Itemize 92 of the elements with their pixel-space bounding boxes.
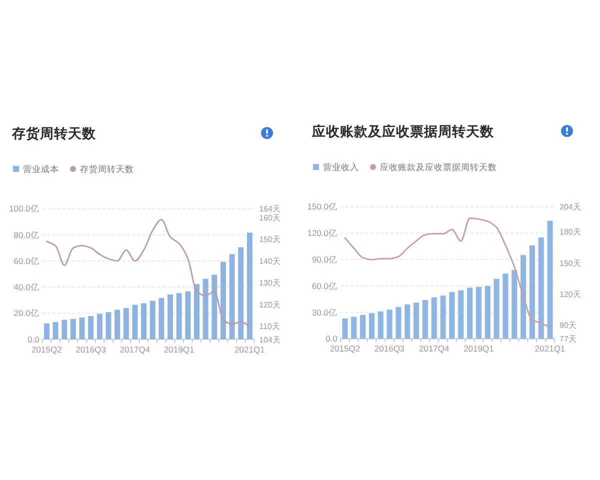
bar	[106, 312, 112, 340]
bar	[449, 292, 455, 339]
y-tick-label: 150.0亿	[307, 202, 338, 212]
y-tick-label: 60.0亿	[312, 280, 338, 291]
bar	[476, 286, 482, 339]
x-tick-label: 2016Q3	[76, 344, 106, 354]
y2-tick-label: 150天	[560, 258, 581, 268]
y-tick-label: 0.0	[27, 334, 40, 344]
chart-title: 存货周转天数	[11, 126, 97, 141]
y-tick-label: 80.0亿	[14, 230, 40, 240]
bar	[458, 290, 464, 339]
bar	[494, 278, 500, 339]
bar	[168, 294, 173, 340]
bar	[414, 302, 420, 339]
y2-tick-label: 120天	[259, 300, 280, 310]
bar	[96, 314, 102, 340]
bar	[238, 247, 244, 340]
legend-label: 营业收入	[323, 162, 359, 172]
bar	[70, 318, 76, 340]
bar	[440, 296, 446, 339]
bar	[467, 288, 473, 339]
bar	[246, 232, 252, 340]
x-tick-label: 2019Q1	[464, 344, 494, 354]
y-tick-label: 20.0亿	[14, 308, 40, 318]
x-tick-label: 2017Q4	[120, 344, 150, 354]
legend-label: 应收账款及应收票据周转天数	[380, 162, 497, 172]
legend-label: 营业成本	[23, 164, 59, 174]
bar	[351, 316, 357, 339]
line-series	[46, 218, 250, 327]
y-tick-label: 90.0亿	[312, 254, 338, 264]
y-tick-label: 120.0亿	[307, 228, 338, 238]
y-tick-label: 30.0亿	[312, 307, 338, 318]
x-tick-label: 2021Q1	[534, 344, 566, 354]
y2-tick-label: 204天	[560, 202, 581, 212]
chart-title: 应收账款及应收票据周转天数	[311, 123, 495, 139]
bar	[396, 307, 402, 339]
y2-tick-label: 110天	[259, 322, 280, 332]
x-tick-label: 2017Q4	[419, 344, 450, 354]
bar	[141, 303, 147, 340]
bar	[150, 300, 156, 340]
bar	[529, 245, 535, 339]
bar	[422, 300, 428, 339]
bar	[512, 270, 518, 339]
bar	[79, 317, 85, 340]
bar	[220, 262, 226, 340]
y2-tick-label: 120天	[560, 290, 581, 300]
y2-tick-label: 130天	[259, 278, 280, 288]
bar	[368, 313, 374, 339]
line-series	[344, 217, 551, 328]
bar	[114, 310, 120, 340]
bar	[132, 304, 138, 340]
bar	[52, 322, 58, 340]
legend-label: 存货周转天数	[80, 164, 134, 174]
y-tick-label: 60.0亿	[14, 256, 40, 266]
bar	[194, 284, 200, 340]
y2-tick-label: 164天	[259, 204, 280, 214]
bar	[538, 238, 544, 339]
y2-tick-label: 90天	[560, 321, 576, 330]
bar	[386, 310, 392, 339]
bar	[431, 297, 437, 339]
bar	[158, 298, 164, 340]
bar	[185, 291, 191, 340]
bar	[229, 254, 235, 340]
bar	[520, 255, 526, 339]
bar	[88, 316, 94, 340]
x-tick-label: 2015Q2	[32, 344, 62, 354]
y2-tick-label: 150天	[259, 235, 280, 244]
bar	[404, 304, 410, 339]
x-tick-label: 2019Q1	[164, 344, 194, 354]
bar	[502, 274, 508, 339]
bar	[176, 293, 182, 340]
x-tick-label: 2016Q3	[374, 344, 405, 354]
bar	[342, 318, 348, 339]
bar	[484, 286, 490, 339]
bar	[44, 323, 50, 340]
y2-tick-label: 77天	[560, 334, 576, 344]
x-tick-label: 2021Q1	[234, 344, 266, 354]
bar	[360, 314, 366, 339]
bar	[123, 308, 129, 340]
bar	[212, 274, 218, 340]
bar	[202, 278, 208, 340]
y2-tick-label: 180天	[560, 228, 581, 237]
y-tick-label: 100.0亿	[9, 204, 40, 214]
y2-tick-label: 104天	[259, 335, 280, 344]
y2-tick-label: 140天	[259, 256, 280, 266]
y-tick-label: 0.0	[326, 334, 338, 344]
x-tick-label: 2015Q2	[330, 344, 360, 354]
y-tick-label: 40.0亿	[14, 282, 40, 292]
y2-tick-label: 160天	[259, 213, 280, 222]
bar	[378, 311, 384, 339]
bar	[547, 220, 553, 339]
bar	[62, 320, 68, 340]
